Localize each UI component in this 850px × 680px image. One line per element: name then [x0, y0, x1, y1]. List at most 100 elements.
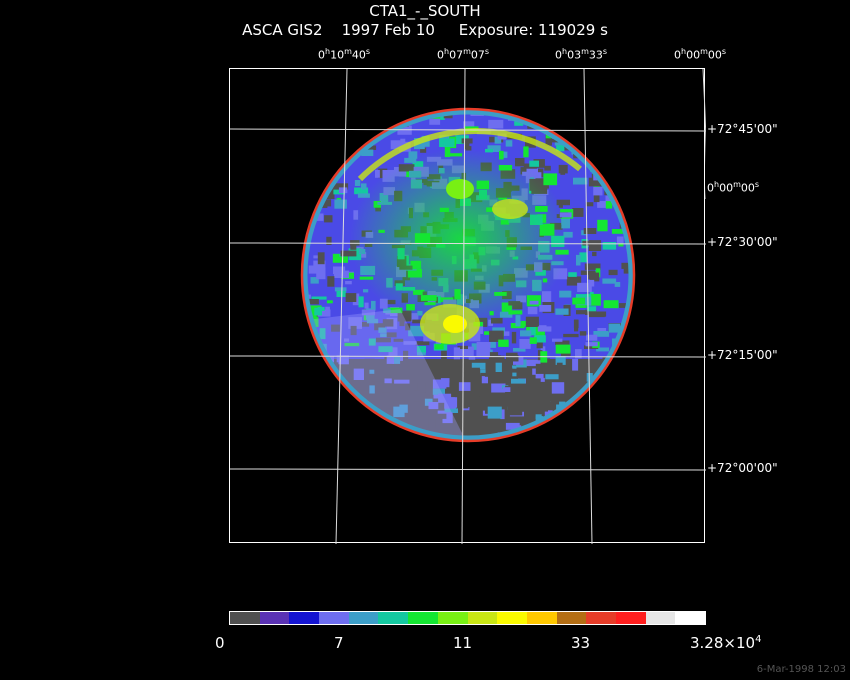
- colorbar-segment: [378, 612, 409, 624]
- noise-pixel: [622, 341, 632, 351]
- noise-pixel: [420, 147, 427, 153]
- noise-pixel: [607, 364, 614, 376]
- noise-pixel: [640, 447, 646, 454]
- noise-pixel: [630, 177, 633, 185]
- noise-pixel: [634, 427, 649, 434]
- noise-pixel: [304, 381, 320, 388]
- noise-pixel: [536, 337, 543, 349]
- noise-pixel: [438, 393, 452, 403]
- noise-pixel: [611, 357, 624, 369]
- noise-pixel: [492, 327, 505, 332]
- noise-pixel: [570, 407, 576, 418]
- noise-pixel: [481, 373, 488, 384]
- noise-pixel: [442, 412, 453, 424]
- noise-pixel: [309, 129, 321, 139]
- noise-pixel: [337, 140, 344, 145]
- noise-pixel: [611, 111, 627, 117]
- noise-pixel: [559, 290, 572, 298]
- noise-pixel: [480, 372, 495, 377]
- noise-pixel: [489, 330, 504, 342]
- noise-pixel: [629, 221, 633, 229]
- noise-pixel: [593, 186, 603, 196]
- noise-pixel: [374, 379, 386, 386]
- noise-pixel: [585, 342, 598, 347]
- noise-pixel: [405, 323, 411, 331]
- noise-pixel: [383, 308, 391, 313]
- noise-pixel: [572, 297, 586, 305]
- noise-pixel: [618, 242, 624, 247]
- noise-pixel: [594, 157, 608, 164]
- colorbar-segment: [497, 612, 527, 624]
- noise-pixel: [491, 383, 506, 393]
- noise-pixel: [378, 346, 393, 353]
- noise-pixel: [417, 382, 426, 393]
- noise-pixel: [399, 447, 403, 451]
- noise-pixel: [562, 122, 574, 126]
- noise-pixel: [575, 303, 587, 308]
- colorbar-segment: [319, 612, 349, 624]
- noise-pixel: [572, 208, 584, 217]
- colorbar-segment: [230, 612, 260, 624]
- image-title: CTA1_-_SOUTH: [369, 2, 481, 20]
- colorbar-label-max: 3.28×104: [690, 634, 762, 652]
- noise-pixel: [566, 276, 582, 286]
- noise-pixel: [573, 177, 588, 185]
- noise-pixel: [527, 380, 540, 393]
- dec-label: +72°15'00": [707, 348, 778, 362]
- noise-pixel: [558, 164, 568, 174]
- colorbar-segment: [467, 612, 498, 624]
- noise-pixel: [511, 331, 517, 344]
- noise-pixel: [481, 397, 494, 402]
- noise-pixel: [309, 158, 322, 163]
- noise-pixel: [436, 413, 447, 419]
- noise-pixel: [364, 358, 375, 371]
- colorbar-segment: [556, 612, 587, 624]
- noise-pixel: [597, 381, 613, 386]
- noise-pixel: [588, 272, 600, 280]
- noise-pixel: [363, 289, 369, 293]
- noise-pixel: [360, 322, 370, 327]
- ra-side-label: 0h00m00s: [707, 180, 760, 195]
- noise-pixel: [563, 333, 579, 338]
- noise-pixel: [550, 433, 565, 439]
- noise-pixel: [627, 350, 633, 362]
- noise-pixel: [623, 126, 633, 131]
- colorbar-segment: [675, 612, 705, 624]
- noise-pixel: [331, 324, 340, 332]
- noise-pixel: [604, 373, 615, 380]
- noise-pixel: [621, 438, 626, 440]
- noise-pixel: [464, 141, 470, 149]
- noise-pixel: [546, 110, 555, 120]
- noise-pixel: [519, 339, 531, 349]
- noise-pixel: [588, 177, 602, 187]
- noise-pixel: [634, 271, 641, 279]
- noise-pixel: [461, 138, 473, 144]
- noise-pixel: [304, 447, 311, 456]
- noise-pixel: [487, 145, 501, 152]
- noise-pixel: [580, 424, 587, 435]
- colorbar-label: 11: [453, 634, 473, 652]
- noise-pixel: [589, 427, 606, 437]
- colorbar-segment: [645, 612, 676, 624]
- colorbar-label: 7: [334, 634, 344, 652]
- ra-label: 0h10m40s: [318, 47, 371, 62]
- noise-pixel: [586, 334, 598, 341]
- noise-pixel: [340, 250, 357, 257]
- noise-pixel: [599, 422, 615, 429]
- noise-pixel: [564, 110, 580, 113]
- noise-pixel: [602, 278, 617, 284]
- noise-pixel: [596, 347, 609, 352]
- noise-pixel: [614, 421, 621, 428]
- noise-pixel: [406, 444, 422, 453]
- noise-pixel: [592, 395, 604, 400]
- noise-pixel: [344, 405, 359, 416]
- noise-pixel: [306, 299, 319, 305]
- noise-pixel: [513, 348, 526, 352]
- noise-pixel: [533, 110, 548, 118]
- noise-pixel: [317, 252, 325, 265]
- noise-pixel: [537, 326, 552, 332]
- noise-pixel: [543, 173, 558, 186]
- noise-pixel: [525, 316, 539, 327]
- noise-pixel: [605, 137, 616, 146]
- noise-pixel: [560, 352, 571, 356]
